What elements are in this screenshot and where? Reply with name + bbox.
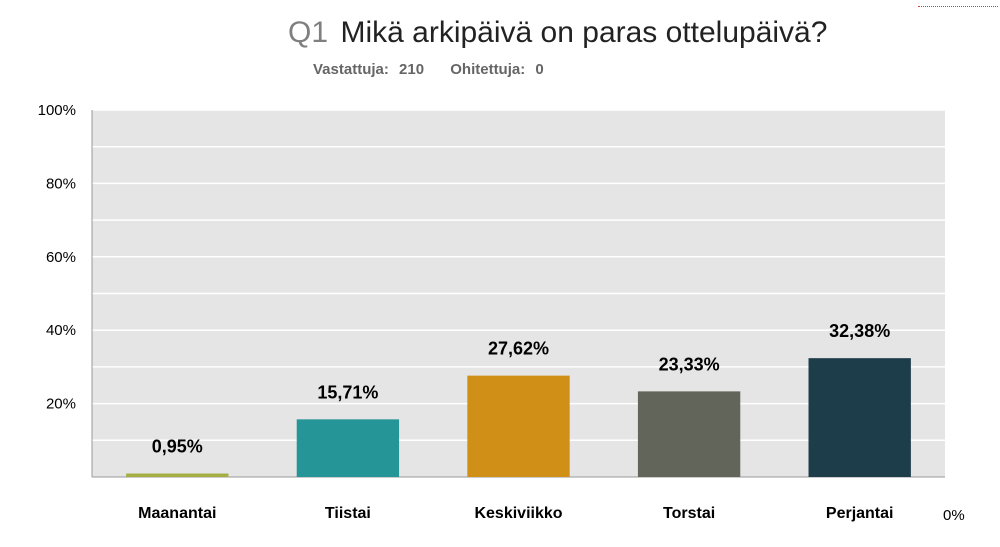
x-category-label: Torstai xyxy=(663,505,715,522)
data-label: 0,95% xyxy=(152,437,203,457)
bars xyxy=(126,358,911,477)
answered-count: 210 xyxy=(399,61,424,78)
data-label: 15,71% xyxy=(317,382,378,402)
bar xyxy=(467,375,570,477)
title: Q1 Mikä arkipäivä on paras ottelupäivä? xyxy=(288,16,827,49)
zero-tick-label: 0% xyxy=(943,507,965,524)
question-text: Mikä arkipäivä on paras ottelupäivä? xyxy=(340,16,827,49)
spellcheck-underline xyxy=(918,0,998,7)
bar xyxy=(126,473,229,477)
bar xyxy=(296,419,400,477)
x-category-label: Perjantai xyxy=(826,505,894,522)
y-tick-label: 80% xyxy=(46,175,76,192)
y-tick-label: 20% xyxy=(46,396,76,413)
x-category-label: Keskiviikko xyxy=(474,505,562,522)
x-category-label: Maanantai xyxy=(138,505,216,522)
x-axis-categories: Maanantai Tiistai Keskiviikko Torstai Perjan… xyxy=(138,505,893,522)
data-label: 27,62% xyxy=(488,339,549,359)
y-axis-ticks: 20% 40% 60% 80% 100% xyxy=(38,102,76,413)
bar xyxy=(808,358,911,477)
bar xyxy=(637,391,741,477)
question-number: Q1 xyxy=(288,16,328,49)
data-label: 32,38% xyxy=(829,321,890,341)
y-tick-label: 100% xyxy=(38,102,76,119)
answered-label: Vastattuja: xyxy=(313,61,389,78)
y-tick-label: 40% xyxy=(46,322,76,339)
data-labels: 0,95% 15,71% 27,62% 23,33% 32,38% xyxy=(152,321,890,456)
skipped-label: Ohitettuja: xyxy=(450,61,525,78)
response-stats: Vastattuja: 210 Ohitettuja: 0 xyxy=(313,61,544,78)
gridlines xyxy=(92,109,945,442)
x-category-label: Tiistai xyxy=(325,505,371,522)
y-tick-label: 60% xyxy=(46,249,76,266)
skipped-count: 0 xyxy=(535,61,543,78)
data-label: 23,33% xyxy=(659,354,720,374)
